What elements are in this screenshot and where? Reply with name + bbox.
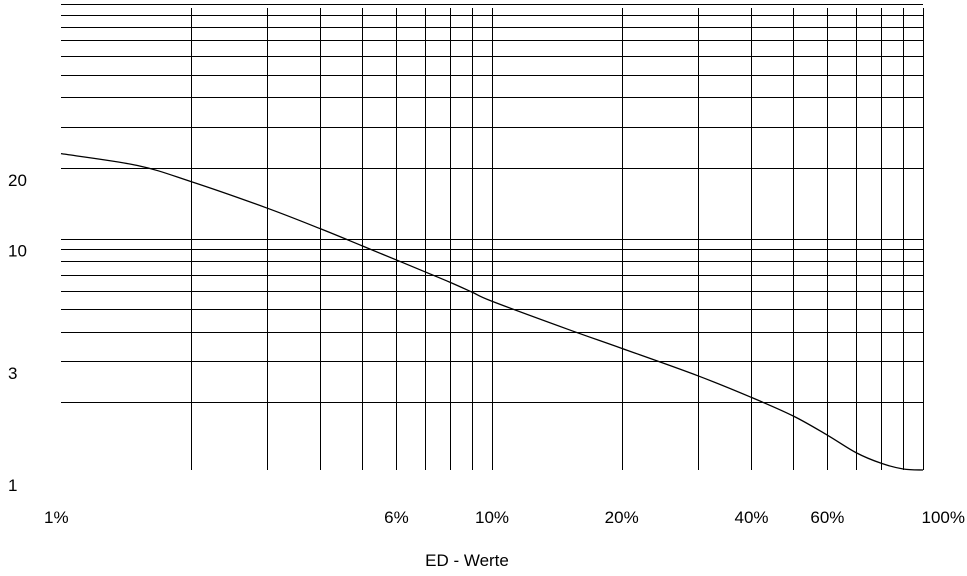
series-group bbox=[60, 153, 924, 471]
x-axis-title: ED - Werte bbox=[425, 551, 509, 570]
y-tick-label: 1 bbox=[8, 476, 17, 495]
vertical-gridlines bbox=[191, 8, 924, 470]
x-tick-label: 10% bbox=[475, 508, 509, 527]
y-tick-label: 3 bbox=[8, 364, 17, 383]
x-tick-labels: 1% 6% 10% 20% 40% 60% 100% bbox=[44, 508, 965, 527]
y-tick-label: 10 bbox=[8, 242, 27, 261]
y-tick-labels: 1 3 10 20 bbox=[8, 171, 27, 495]
x-tick-label: 1% bbox=[44, 508, 69, 527]
x-tick-label: 60% bbox=[810, 508, 844, 527]
x-tick-label: 6% bbox=[384, 508, 409, 527]
x-tick-label: 100% bbox=[922, 508, 965, 527]
series-line bbox=[60, 153, 924, 471]
y-tick-label: 20 bbox=[8, 171, 27, 190]
x-tick-label: 40% bbox=[734, 508, 768, 527]
x-tick-label: 20% bbox=[605, 508, 639, 527]
